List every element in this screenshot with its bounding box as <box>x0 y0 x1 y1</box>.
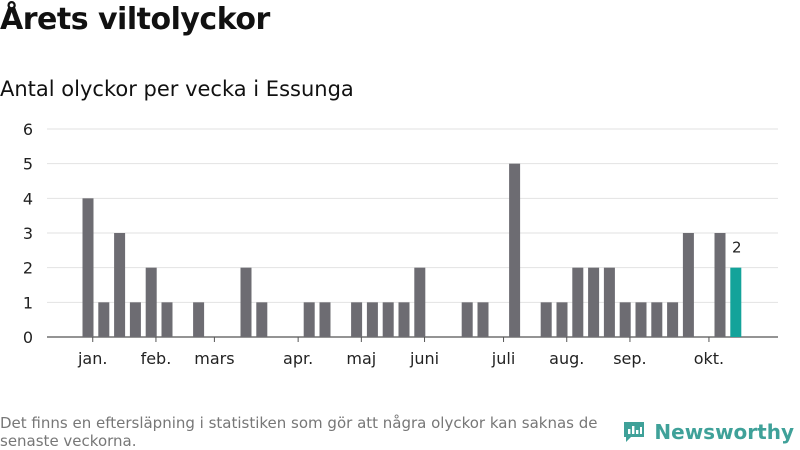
bar <box>667 302 679 337</box>
bar <box>414 267 426 337</box>
bar <box>82 198 94 337</box>
bar <box>556 302 568 337</box>
bar <box>619 302 631 337</box>
bar <box>145 267 157 337</box>
x-tick-label: apr. <box>283 349 313 368</box>
bar <box>319 302 331 337</box>
y-tick-label: 0 <box>23 328 33 347</box>
highlight-bar <box>730 267 742 337</box>
tick-layer: 0 1 2 3 4 5 6 2 jan. feb. mars apr. maj juni juli aug. s… <box>23 120 742 368</box>
x-tick-label: maj <box>346 349 376 368</box>
bar <box>256 302 268 337</box>
bar <box>588 267 600 337</box>
y-tick-label: 6 <box>23 120 33 139</box>
x-tick-label: aug. <box>549 349 584 368</box>
x-tick-label: mars <box>194 349 234 368</box>
brand[interactable]: Newsworthy <box>622 420 794 444</box>
y-tick-label: 4 <box>23 189 33 208</box>
bar <box>540 302 552 337</box>
bar <box>240 267 252 337</box>
x-tick-label: jan. <box>77 349 107 368</box>
bar <box>114 233 126 337</box>
bar <box>303 302 315 337</box>
bar <box>603 267 615 337</box>
bar <box>351 302 363 337</box>
x-tick-label: juni <box>409 349 439 368</box>
bar <box>714 233 726 337</box>
bar-chart: 0 1 2 3 4 5 6 2 jan. feb. mars apr. maj juni juli aug. s… <box>23 120 778 368</box>
bar <box>382 302 394 337</box>
bar <box>161 302 173 337</box>
footnote: Det finns en eftersläpning i statistiken… <box>0 414 598 450</box>
x-tick-label: feb. <box>141 349 172 368</box>
y-tick-label: 3 <box>23 224 33 243</box>
y-tick-label: 5 <box>23 155 33 174</box>
x-tick-label: juli <box>491 349 515 368</box>
bar <box>651 302 663 337</box>
chart-subtitle: Antal olyckor per vecka i Essunga <box>0 77 354 101</box>
bar <box>398 302 410 337</box>
bar <box>193 302 205 337</box>
bar <box>366 302 378 337</box>
bar <box>477 302 489 337</box>
data-label: 2 <box>732 239 742 257</box>
bar <box>572 267 584 337</box>
bar <box>98 302 110 337</box>
y-tick-label: 2 <box>23 259 33 278</box>
brand-name: Newsworthy <box>654 420 794 444</box>
newsworthy-logo-icon <box>624 422 645 442</box>
bar <box>635 302 647 337</box>
bar <box>682 233 694 337</box>
chart-title: Årets viltolyckor <box>0 2 270 37</box>
bar-layer <box>82 163 742 337</box>
x-tick-label: okt. <box>694 349 724 368</box>
x-tick-label: sep. <box>613 349 646 368</box>
y-tick-label: 1 <box>23 293 33 312</box>
bar <box>129 302 141 337</box>
bar <box>509 163 521 337</box>
bar <box>461 302 473 337</box>
